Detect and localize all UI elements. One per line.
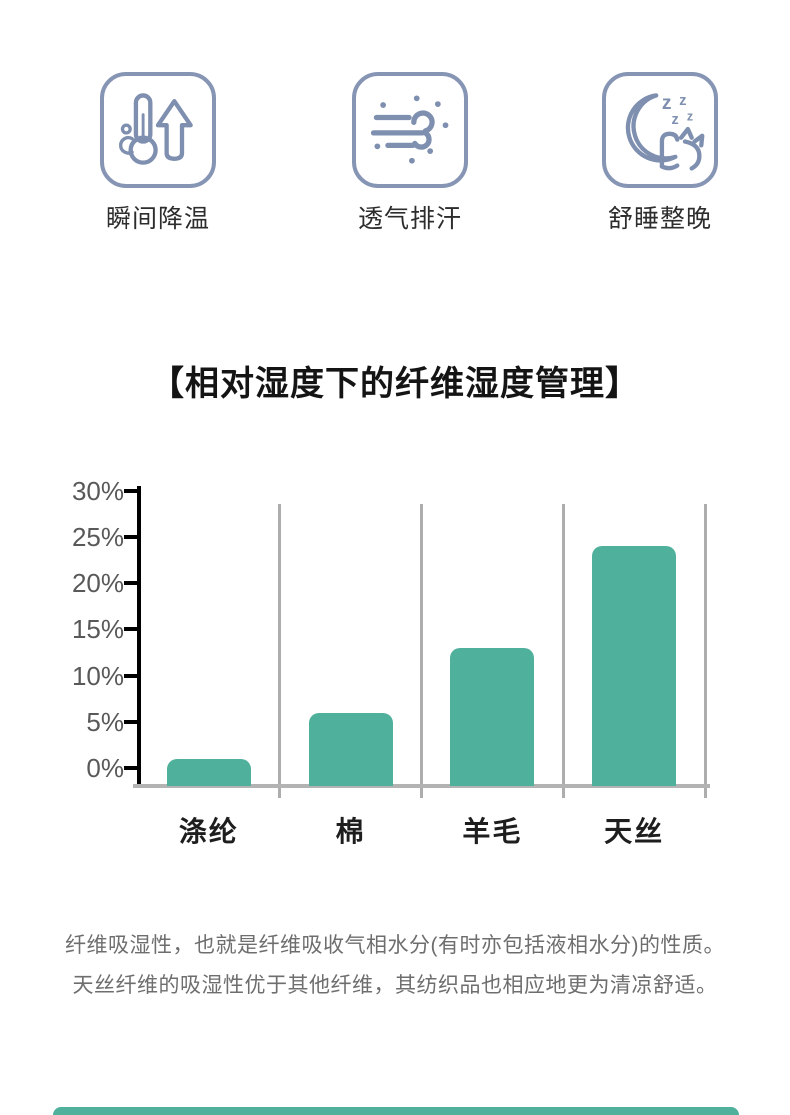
thermometer-arrow-up-icon bbox=[119, 93, 193, 165]
feature-label: 舒睡整晚 bbox=[607, 205, 712, 233]
y-axis-tick bbox=[124, 535, 138, 539]
y-axis-tick bbox=[124, 581, 138, 586]
feature-label: 透气排汗 bbox=[357, 205, 462, 233]
section-title: 【相对湿度下的纤维湿度管理】 bbox=[150, 365, 640, 403]
feature-label: 瞬间降温 bbox=[105, 205, 210, 233]
feature-breathable: 透气排汗 bbox=[330, 72, 490, 235]
svg-text:z: z bbox=[687, 109, 693, 123]
x-axis-tick bbox=[278, 788, 282, 798]
y-axis-tick-label: 15% bbox=[71, 614, 124, 645]
feature-icon-box: z z z z bbox=[602, 72, 718, 188]
bar-棉 bbox=[308, 712, 393, 786]
feature-instant-cooling: 瞬间降温 bbox=[78, 72, 238, 235]
fiber-moisture-bar-chart: 0% 5% 10% 15% 20% 25% 30% 涤纶 棉 羊毛 天丝 bbox=[0, 470, 790, 860]
x-axis-category-label: 棉 bbox=[335, 816, 366, 847]
y-axis-tick bbox=[124, 673, 138, 678]
y-axis-tick bbox=[124, 488, 138, 493]
y-axis-tick-label: 10% bbox=[71, 660, 124, 691]
y-axis-line bbox=[137, 486, 141, 784]
y-axis-tick-label: 0% bbox=[86, 753, 124, 783]
category-separator-line bbox=[703, 504, 707, 786]
category-separator-line bbox=[278, 504, 282, 786]
y-axis-tick-label: 25% bbox=[71, 522, 124, 552]
bar-涤纶 bbox=[166, 758, 251, 786]
y-axis-tick-label: 30% bbox=[71, 475, 124, 506]
x-axis-category-label: 涤纶 bbox=[178, 816, 239, 847]
x-axis-tick bbox=[703, 788, 707, 798]
y-axis-tick-label: 20% bbox=[71, 568, 124, 599]
svg-text:z: z bbox=[672, 112, 679, 128]
x-axis-category-label: 天丝 bbox=[604, 816, 665, 847]
bar-羊毛 bbox=[450, 647, 535, 786]
x-axis-tick bbox=[420, 788, 423, 798]
svg-text:z: z bbox=[662, 93, 672, 114]
category-separator-line bbox=[420, 504, 423, 786]
wind-breathe-icon bbox=[370, 95, 449, 164]
description-line-2: 天丝纤维的吸湿性优于其他纤维，其纺织品也相应地更为清凉舒适。 bbox=[72, 974, 718, 997]
feature-sleep-all-night: z z z z 舒睡整晚 bbox=[580, 72, 740, 235]
y-axis-tick bbox=[124, 766, 138, 770]
description-line-1: 纤维吸湿性，也就是纤维吸收气相水分(有时亦包括液相水分)的性质。 bbox=[65, 934, 725, 957]
description-text: 纤维吸湿性，也就是纤维吸收气相水分(有时亦包括液相水分)的性质。 天丝纤维的吸湿… bbox=[0, 926, 790, 1006]
moon-sleep-icon: z z z z bbox=[625, 93, 705, 171]
bar-天丝 bbox=[592, 546, 677, 786]
category-separator-line bbox=[561, 504, 565, 786]
y-axis-tick bbox=[124, 627, 138, 632]
y-axis-tick bbox=[124, 719, 138, 724]
x-axis-category-label: 羊毛 bbox=[462, 816, 523, 847]
feature-icon-box bbox=[352, 72, 468, 188]
next-section-teal-strip bbox=[53, 1107, 739, 1115]
x-axis-baseline bbox=[133, 784, 710, 788]
y-axis-tick-label: 5% bbox=[86, 706, 124, 737]
feature-icon-box bbox=[100, 72, 216, 188]
x-axis-tick bbox=[561, 788, 565, 798]
svg-text:z: z bbox=[679, 93, 686, 109]
